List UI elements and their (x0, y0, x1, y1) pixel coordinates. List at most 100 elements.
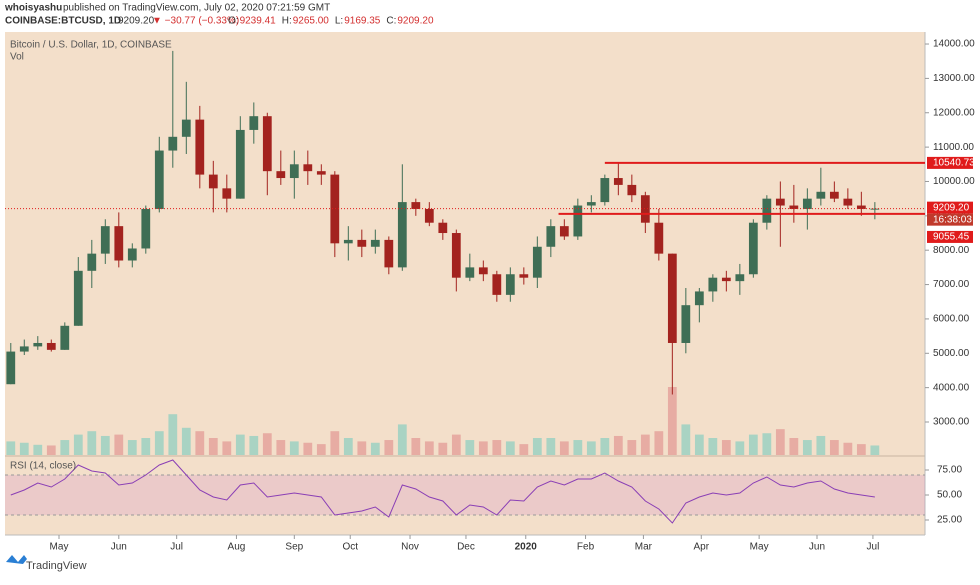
candle-body (559, 226, 569, 237)
volume-bar (600, 438, 610, 455)
x-tick-label: 2020 (515, 542, 538, 553)
candle-body (73, 270, 83, 326)
x-tick-label: Apr (693, 542, 709, 553)
candle-body (249, 116, 259, 130)
volume-bar (546, 438, 556, 455)
candle-body (573, 205, 583, 237)
ohlc-value: 9239.41 (240, 16, 277, 27)
x-tick-label: Aug (228, 542, 246, 553)
price-label: 9209.20 (933, 202, 970, 213)
volume-bar (654, 431, 664, 455)
ohlc-key: C: (386, 16, 396, 27)
price-label-box (927, 201, 973, 214)
candle-body (19, 346, 29, 352)
countdown-box (927, 213, 973, 226)
volume-bar (829, 440, 839, 455)
volume-bar (519, 444, 529, 455)
volume-bar (748, 434, 758, 455)
y-tick-label: 3000.00 (933, 417, 970, 428)
x-tick-label: Sep (285, 542, 303, 553)
ohlc-key: L: (335, 16, 343, 27)
candle-body (532, 246, 542, 278)
volume-bar (208, 438, 218, 455)
candle-body (370, 239, 380, 247)
volume-bar (532, 438, 542, 455)
volume-bar (492, 440, 502, 455)
x-tick-label: Jul (867, 542, 880, 553)
volume-bar (73, 434, 83, 455)
volume-bar (438, 442, 448, 455)
volume-bar (465, 440, 475, 455)
candle-body (451, 233, 461, 278)
volume-bar (276, 440, 286, 455)
volume-bar (721, 440, 731, 455)
change: ▼ −30.77 (−0.33%) (152, 16, 239, 27)
candle-body (681, 305, 691, 343)
rsi-tick-label: 50.00 (937, 490, 962, 501)
candle-body (316, 171, 326, 175)
volume-bar (667, 387, 677, 455)
volume-bar (60, 440, 70, 455)
volume-bar (640, 434, 650, 455)
candle-body (289, 164, 299, 179)
candle-body (492, 274, 502, 295)
volume-bar (694, 434, 704, 455)
symbol: COINBASE:BTCUSD, 1D (5, 16, 121, 27)
volume-bar (789, 438, 799, 455)
y-tick-label: 7000.00 (933, 279, 970, 290)
price-label-box (927, 156, 973, 169)
candle-body (600, 178, 610, 203)
candle-body (168, 136, 178, 151)
candle-body (465, 267, 475, 278)
candle-body (330, 174, 340, 244)
candle-body (154, 150, 164, 209)
candle-body (357, 239, 367, 247)
x-tick-label: Dec (457, 542, 475, 553)
volume-bar (127, 440, 137, 455)
price-label: 9055.45 (933, 232, 970, 243)
candle-body (694, 291, 704, 306)
candle-body (6, 351, 16, 385)
ohlc-value: 9169.35 (344, 16, 381, 27)
candle-body (789, 205, 799, 209)
candle-body (87, 253, 97, 271)
logo-icon (6, 555, 27, 564)
volume-bar (802, 440, 812, 455)
x-tick-label: Jun (809, 542, 825, 553)
x-tick-label: Oct (342, 542, 358, 553)
volume-bar (87, 431, 97, 455)
x-tick-label: Jun (111, 542, 127, 553)
candle-body (775, 198, 785, 206)
volume-bar (816, 435, 826, 455)
volume-bar (343, 438, 353, 455)
volume-bar (505, 441, 515, 455)
candle-body (829, 191, 839, 199)
volume-bar (843, 442, 853, 455)
candle-body (46, 342, 56, 350)
author: whoisyashu (4, 3, 62, 14)
candle-body (114, 226, 124, 261)
candle-body (856, 205, 866, 209)
volume-bar (424, 441, 434, 455)
volume-bar (168, 414, 178, 455)
volume-bar (573, 440, 583, 455)
x-tick-label: Feb (577, 542, 595, 553)
volume-bar (19, 442, 29, 455)
volume-bar (303, 442, 313, 455)
y-tick-label: 14000.00 (933, 39, 975, 50)
candle-body (141, 208, 151, 249)
last-price: 9209.20 (118, 16, 155, 27)
candle-body (748, 222, 758, 275)
candle-body (640, 195, 650, 223)
candle-body (613, 178, 623, 185)
candle-body (343, 239, 353, 244)
volume-bar (397, 424, 407, 455)
rsi-label: RSI (14, close) (10, 461, 76, 472)
footer-text: TradingView (26, 560, 87, 572)
volume-bar (775, 429, 785, 455)
volume-bar (262, 433, 272, 455)
y-tick-label: 13000.00 (933, 73, 975, 84)
candle-body (195, 119, 205, 175)
